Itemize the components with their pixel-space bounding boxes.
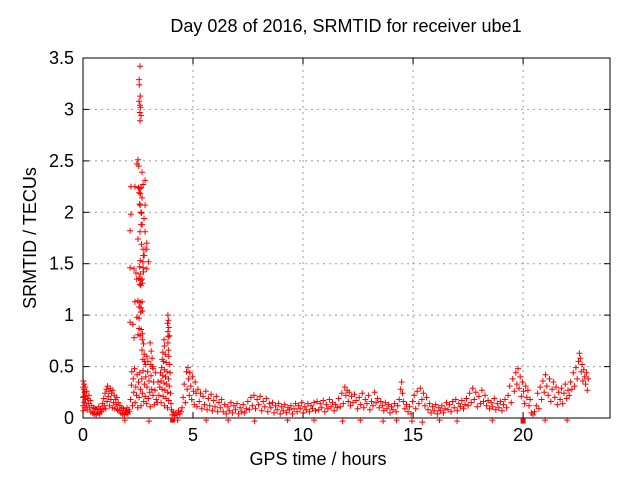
x-axis-label: GPS time / hours bbox=[249, 449, 386, 469]
plot-border bbox=[82, 57, 611, 419]
data-points bbox=[80, 63, 592, 426]
axis-ticks bbox=[82, 57, 610, 419]
y-tick-label: 3 bbox=[64, 99, 74, 119]
plot-border-rect bbox=[82, 57, 611, 419]
y-tick-label: 0.5 bbox=[49, 357, 74, 377]
chart-title: Day 028 of 2016, SRMTID for receiver ube… bbox=[170, 16, 521, 36]
y-tick-label: 0 bbox=[64, 408, 74, 428]
scatter-square-marker bbox=[520, 418, 526, 424]
x-tick-label: 15 bbox=[403, 425, 423, 445]
x-tick-label: 20 bbox=[513, 425, 533, 445]
y-tick-label: 2 bbox=[64, 202, 74, 222]
x-tick-label: 5 bbox=[188, 425, 198, 445]
gridlines bbox=[83, 58, 610, 418]
y-axis-label: SRMTID / TECUs bbox=[20, 167, 40, 309]
y-tick-label: 1 bbox=[64, 305, 74, 325]
scatter-square-marker bbox=[170, 417, 176, 423]
y-tick-label: 3.5 bbox=[49, 48, 74, 68]
x-tick-label: 0 bbox=[78, 425, 88, 445]
x-tick-label: 10 bbox=[293, 425, 313, 445]
y-tick-label: 2.5 bbox=[49, 151, 74, 171]
y-tick-label: 1.5 bbox=[49, 254, 74, 274]
tick-labels: 0 5 10 15 20 0 0.5 1 1.5 2 2.5 3 3.5 bbox=[49, 48, 533, 445]
scatter-plus-markers bbox=[80, 63, 592, 426]
